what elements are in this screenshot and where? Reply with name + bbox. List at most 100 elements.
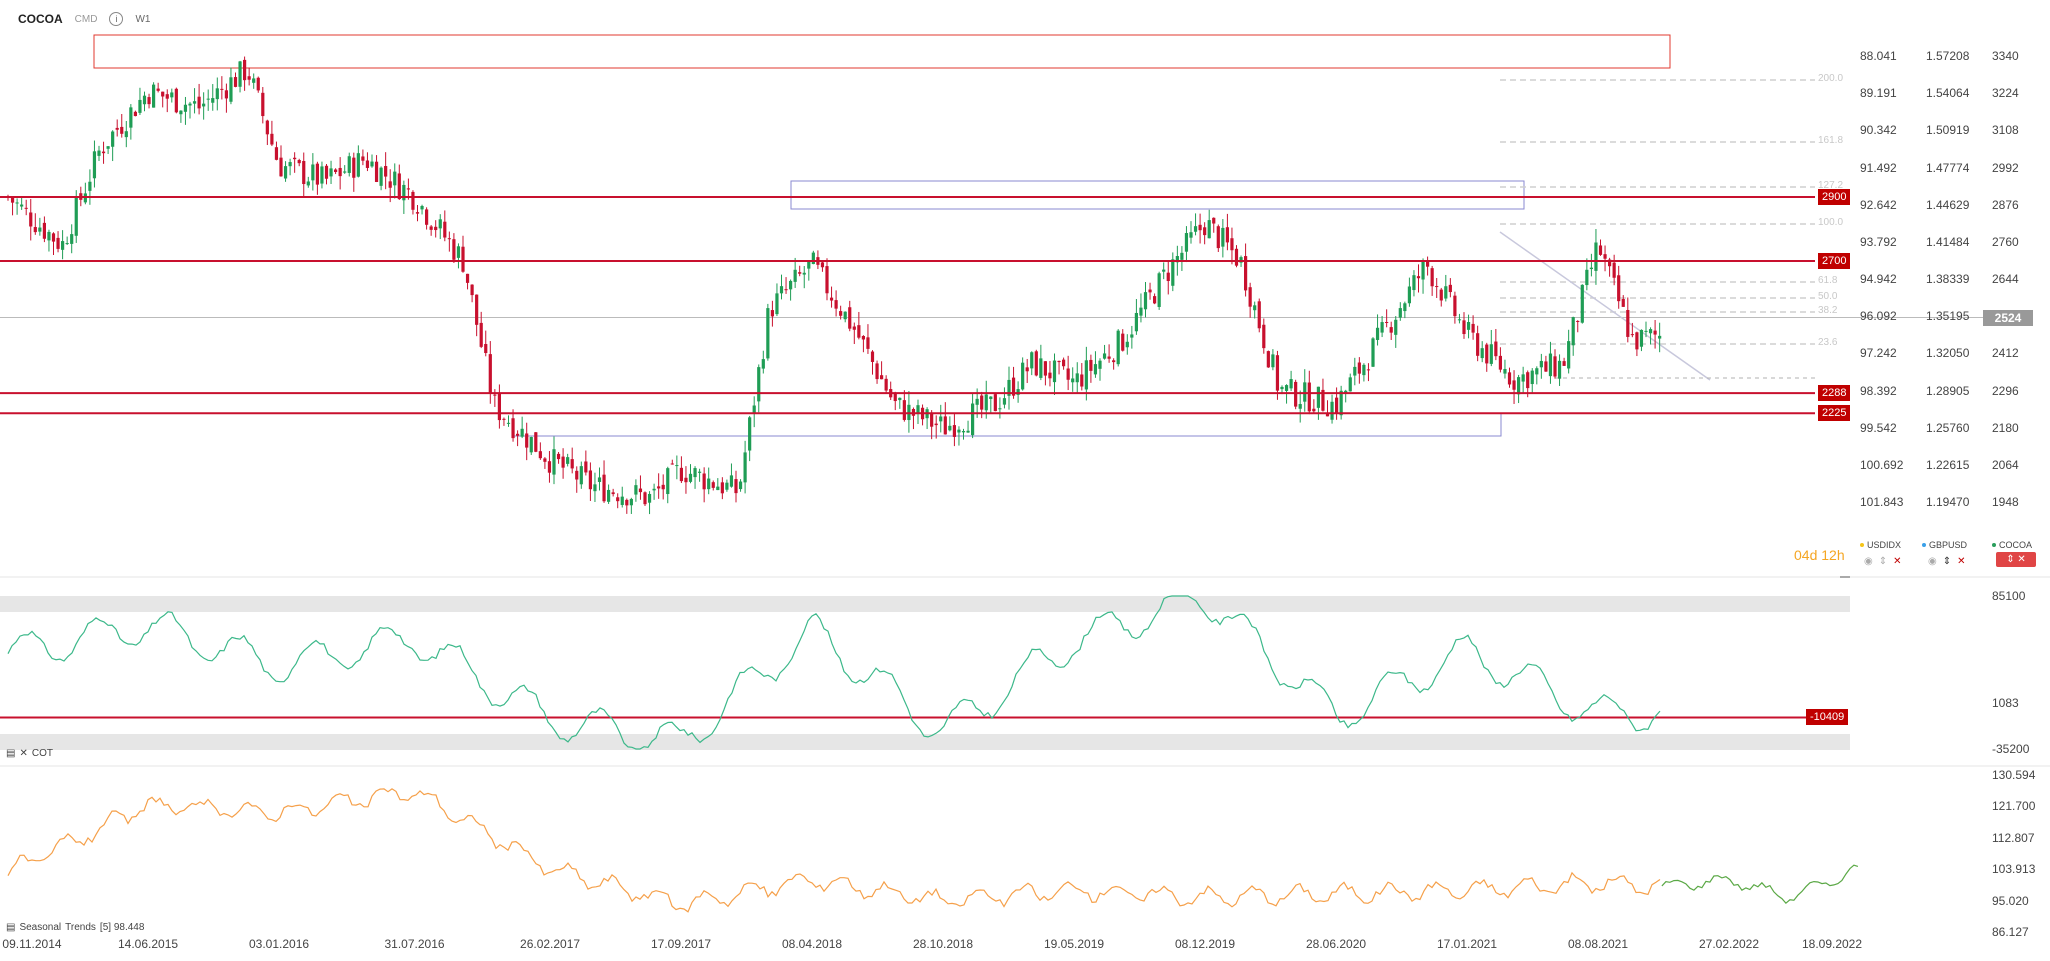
candle-down xyxy=(1266,351,1270,368)
candle-up xyxy=(1594,242,1598,271)
seasonal-tick: 103.913 xyxy=(1992,862,2036,877)
candle-up xyxy=(725,482,729,490)
reorder-icon[interactable]: ⇕ xyxy=(1942,556,1952,567)
gbpusd-tick: 1.28905 xyxy=(1926,383,1970,398)
legend-cocoa[interactable]: COCOA xyxy=(1992,540,2032,550)
candle-up xyxy=(629,498,633,506)
close-icon[interactable]: ✕ xyxy=(1893,556,1902,567)
candle-down xyxy=(24,207,28,209)
candle-down xyxy=(1230,238,1234,251)
candle-up xyxy=(65,243,69,245)
candle-up xyxy=(1271,354,1275,368)
market-tag[interactable]: CMD xyxy=(74,13,98,25)
cocoa-tick: 2760 xyxy=(1992,234,2019,249)
candle-up xyxy=(775,293,779,315)
candle-down xyxy=(1153,296,1157,304)
candle-up xyxy=(1466,322,1471,330)
candle-down xyxy=(361,156,365,161)
candle-down xyxy=(1435,286,1439,288)
candle-down xyxy=(839,311,843,316)
info-icon[interactable]: i xyxy=(109,12,124,26)
candle-down xyxy=(702,473,706,490)
seasonal-tick: 95.020 xyxy=(1992,893,2029,908)
candle-down xyxy=(174,88,178,113)
panel-close-icon[interactable]: ✕ xyxy=(19,748,28,759)
close-icon[interactable]: ✕ xyxy=(1957,556,1966,567)
cot-tick: -35200 xyxy=(1992,742,2030,756)
candle-up xyxy=(1102,353,1107,359)
candle-up xyxy=(607,489,611,502)
candle-down xyxy=(1453,295,1457,317)
candles xyxy=(6,56,1662,515)
candle-up xyxy=(311,164,315,181)
candle-up xyxy=(1175,256,1179,263)
candle-down xyxy=(1430,268,1434,287)
candle-up xyxy=(206,98,210,100)
candle-down xyxy=(1608,259,1612,267)
candle-up xyxy=(752,405,756,414)
candle-down xyxy=(1448,284,1452,293)
fib-label: 127.2 xyxy=(1818,180,1844,191)
candle-down xyxy=(1034,351,1038,376)
candle-down xyxy=(711,482,715,488)
candle-down xyxy=(197,96,201,109)
candle-up xyxy=(1648,329,1653,334)
candle-down xyxy=(429,226,433,230)
legend-gbpusd[interactable]: GBPUSD xyxy=(1922,540,1967,550)
candle-up xyxy=(97,150,101,156)
candle-up xyxy=(343,171,347,173)
candle-down xyxy=(1426,261,1430,267)
candle-down xyxy=(1066,368,1070,380)
reorder-icon[interactable]: ⇕ xyxy=(1878,556,1888,567)
candle-down xyxy=(1198,224,1202,231)
candle-up xyxy=(1348,377,1352,392)
cocoa-tick: 2064 xyxy=(1992,457,2019,472)
panel-menu-icon[interactable]: ▤ xyxy=(6,922,16,933)
candle-down xyxy=(1080,374,1084,387)
cot-band-top xyxy=(0,596,1850,612)
candle-down xyxy=(1325,413,1330,417)
candle-up xyxy=(1239,257,1243,263)
candle-up xyxy=(1571,317,1575,346)
cocoa-controls[interactable]: ⇕ ✕ xyxy=(1996,552,2036,567)
hide-icon[interactable]: ◉ xyxy=(1864,556,1873,567)
timeframe-selector[interactable]: W1 xyxy=(135,13,151,25)
candle-down xyxy=(51,233,56,242)
cot-tick: 85100 xyxy=(1992,589,2026,603)
candle-up xyxy=(283,166,288,179)
candle-down xyxy=(943,416,947,435)
candle-up xyxy=(320,166,324,184)
date-tick: 31.07.2016 xyxy=(384,937,445,951)
candle-up xyxy=(1280,386,1284,390)
candle-up xyxy=(688,473,693,482)
candle-up xyxy=(1503,368,1507,374)
candle-down xyxy=(1011,377,1016,396)
legend-usdidx[interactable]: USDIDX xyxy=(1860,540,1901,550)
candle-up xyxy=(1289,379,1293,389)
candle-down xyxy=(233,77,238,87)
candle-up xyxy=(1253,305,1257,311)
candle-up xyxy=(1284,385,1289,391)
candle-up xyxy=(438,219,442,229)
hide-icon[interactable]: ◉ xyxy=(1928,556,1937,567)
candle-down xyxy=(1357,362,1361,374)
candle-up xyxy=(188,103,192,106)
panel-menu-icon[interactable]: ▤ xyxy=(6,748,16,759)
candle-down xyxy=(657,486,661,489)
candle-up xyxy=(1375,327,1380,340)
candle-up xyxy=(961,431,966,433)
candle-down xyxy=(1307,382,1311,412)
candle-up xyxy=(1143,292,1148,310)
fib-label: 23.6 xyxy=(1818,337,1838,348)
candle-up xyxy=(1658,335,1662,339)
candle-down xyxy=(465,273,470,283)
symbol-label[interactable]: COCOA xyxy=(18,12,63,26)
candle-up xyxy=(1084,360,1088,390)
candle-up xyxy=(1530,370,1534,385)
candle-up xyxy=(1407,286,1411,304)
cocoa-tick: 3108 xyxy=(1992,123,2019,138)
candle-up xyxy=(1539,360,1543,368)
candle-down xyxy=(1494,341,1498,357)
candle-up xyxy=(38,227,42,232)
